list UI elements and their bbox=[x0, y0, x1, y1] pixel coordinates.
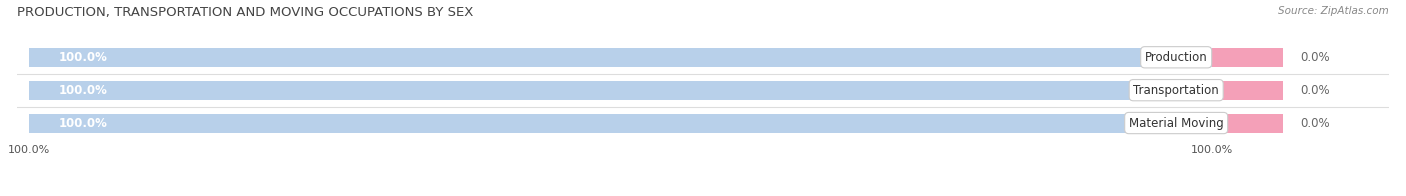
Bar bbox=[1212, 48, 1282, 67]
Bar bbox=[28, 48, 1212, 67]
Text: 0.0%: 0.0% bbox=[1301, 117, 1330, 130]
Text: Material Moving: Material Moving bbox=[1129, 117, 1223, 130]
Text: 100.0%: 100.0% bbox=[58, 51, 107, 64]
Text: 100.0%: 100.0% bbox=[58, 117, 107, 130]
Bar bbox=[28, 113, 1212, 132]
Bar bbox=[1212, 81, 1282, 100]
Bar bbox=[28, 81, 1212, 100]
Text: PRODUCTION, TRANSPORTATION AND MOVING OCCUPATIONS BY SEX: PRODUCTION, TRANSPORTATION AND MOVING OC… bbox=[17, 6, 474, 19]
Bar bbox=[28, 81, 1212, 100]
Bar bbox=[28, 48, 1212, 67]
Bar bbox=[1212, 113, 1282, 132]
Text: 0.0%: 0.0% bbox=[1301, 84, 1330, 97]
Text: Production: Production bbox=[1144, 51, 1208, 64]
Text: 0.0%: 0.0% bbox=[1301, 51, 1330, 64]
Text: 100.0%: 100.0% bbox=[58, 84, 107, 97]
Text: Source: ZipAtlas.com: Source: ZipAtlas.com bbox=[1278, 6, 1389, 16]
Text: Transportation: Transportation bbox=[1133, 84, 1219, 97]
Bar bbox=[28, 113, 1212, 132]
